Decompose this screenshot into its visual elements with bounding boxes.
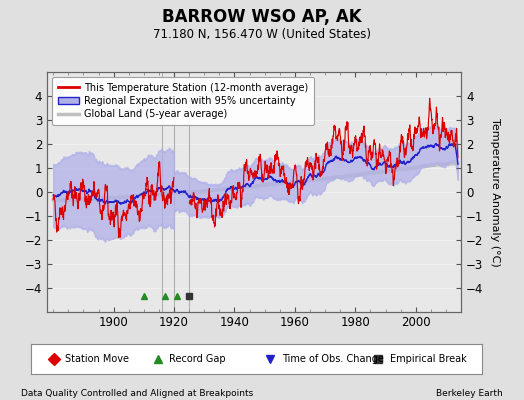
Text: Station Move: Station Move [65,354,129,364]
Text: Empirical Break: Empirical Break [390,354,466,364]
Text: Berkeley Earth: Berkeley Earth [436,389,503,398]
Text: BARROW WSO AP, AK: BARROW WSO AP, AK [162,8,362,26]
Text: 71.180 N, 156.470 W (United States): 71.180 N, 156.470 W (United States) [153,28,371,41]
Text: Data Quality Controlled and Aligned at Breakpoints: Data Quality Controlled and Aligned at B… [21,389,253,398]
Text: Record Gap: Record Gap [169,354,225,364]
Y-axis label: Temperature Anomaly (°C): Temperature Anomaly (°C) [490,118,500,266]
Legend: This Temperature Station (12-month average), Regional Expectation with 95% uncer: This Temperature Station (12-month avera… [52,77,314,125]
Text: Time of Obs. Change: Time of Obs. Change [281,354,384,364]
